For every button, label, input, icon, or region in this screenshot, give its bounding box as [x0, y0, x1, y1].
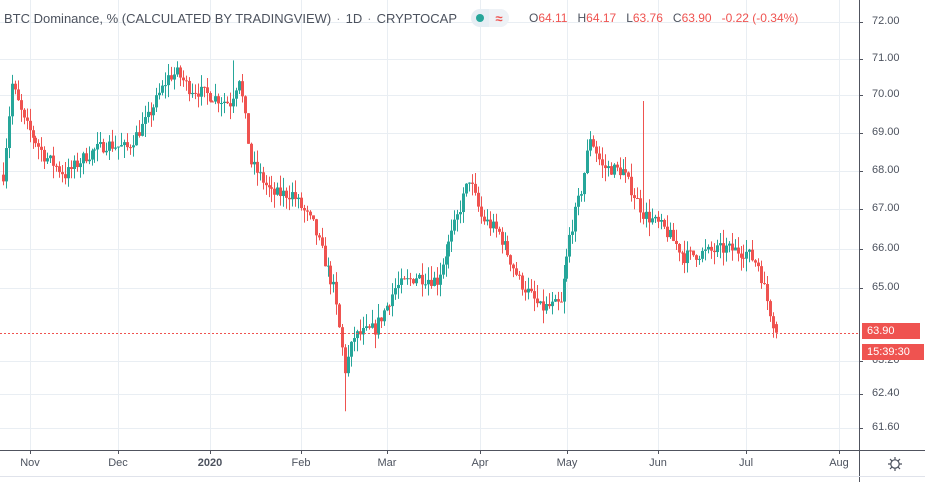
- close-label: C: [672, 11, 682, 25]
- high-label: H: [577, 11, 587, 25]
- time-tick-label: Feb: [291, 457, 311, 469]
- change-value: -0.22 (-0.34%): [721, 11, 799, 25]
- time-tick-label: May: [556, 457, 578, 469]
- separator: ·: [367, 10, 372, 26]
- time-tick-label: Mar: [377, 457, 397, 469]
- symbol-title[interactable]: BTC Dominance, % (CALCULATED BY TRADINGV…: [4, 10, 332, 26]
- time-tick-label: Dec: [108, 457, 128, 469]
- time-tick-label: Apr: [471, 457, 489, 469]
- time-tick-label: Jun: [649, 457, 667, 469]
- countdown-tag: 15:39:30: [862, 344, 924, 360]
- close-value: 63.90: [681, 11, 712, 25]
- time-tick-label: Jul: [738, 457, 754, 469]
- legend-controls: ≈: [471, 9, 509, 27]
- low-label: L: [626, 11, 633, 25]
- interval-label[interactable]: 1D: [345, 10, 363, 26]
- open-value: 64.11: [538, 11, 568, 25]
- price-tick-label: 70.00: [872, 88, 900, 101]
- price-tick-label: 71.00: [872, 51, 900, 64]
- price-tick-label: 65.00: [872, 281, 900, 294]
- price-tick-label: 62.40: [872, 387, 900, 400]
- time-tick-label: Aug: [829, 457, 849, 469]
- ohlc-values: O64.11 H64.17 L63.76 C63.90 -0.22 (-0.34…: [529, 11, 798, 25]
- time-tick-label: 2020: [197, 457, 223, 469]
- price-tick-label: 66.00: [872, 241, 900, 254]
- gear-icon[interactable]: [880, 450, 910, 478]
- last-price-tag: 63.90: [862, 323, 920, 339]
- open-label: O: [529, 11, 539, 25]
- price-tick-label: 68.00: [872, 163, 900, 176]
- low-value: 63.76: [632, 11, 663, 25]
- series-legend: BTC Dominance, % (CALCULATED BY TRADINGV…: [4, 9, 798, 27]
- visibility-dot-icon[interactable]: [471, 9, 489, 27]
- price-tick-label: 69.00: [872, 125, 900, 138]
- price-tick-label: 72.00: [872, 15, 900, 28]
- high-value: 64.17: [586, 11, 617, 25]
- wave-approx-icon[interactable]: ≈: [489, 9, 509, 27]
- exchange-label: CRYPTOCAP: [376, 10, 457, 26]
- price-tick-label: 61.60: [872, 421, 900, 434]
- price-tick-label: 67.00: [872, 202, 900, 215]
- time-tick-label: Nov: [20, 457, 40, 469]
- separator: ·: [336, 10, 341, 26]
